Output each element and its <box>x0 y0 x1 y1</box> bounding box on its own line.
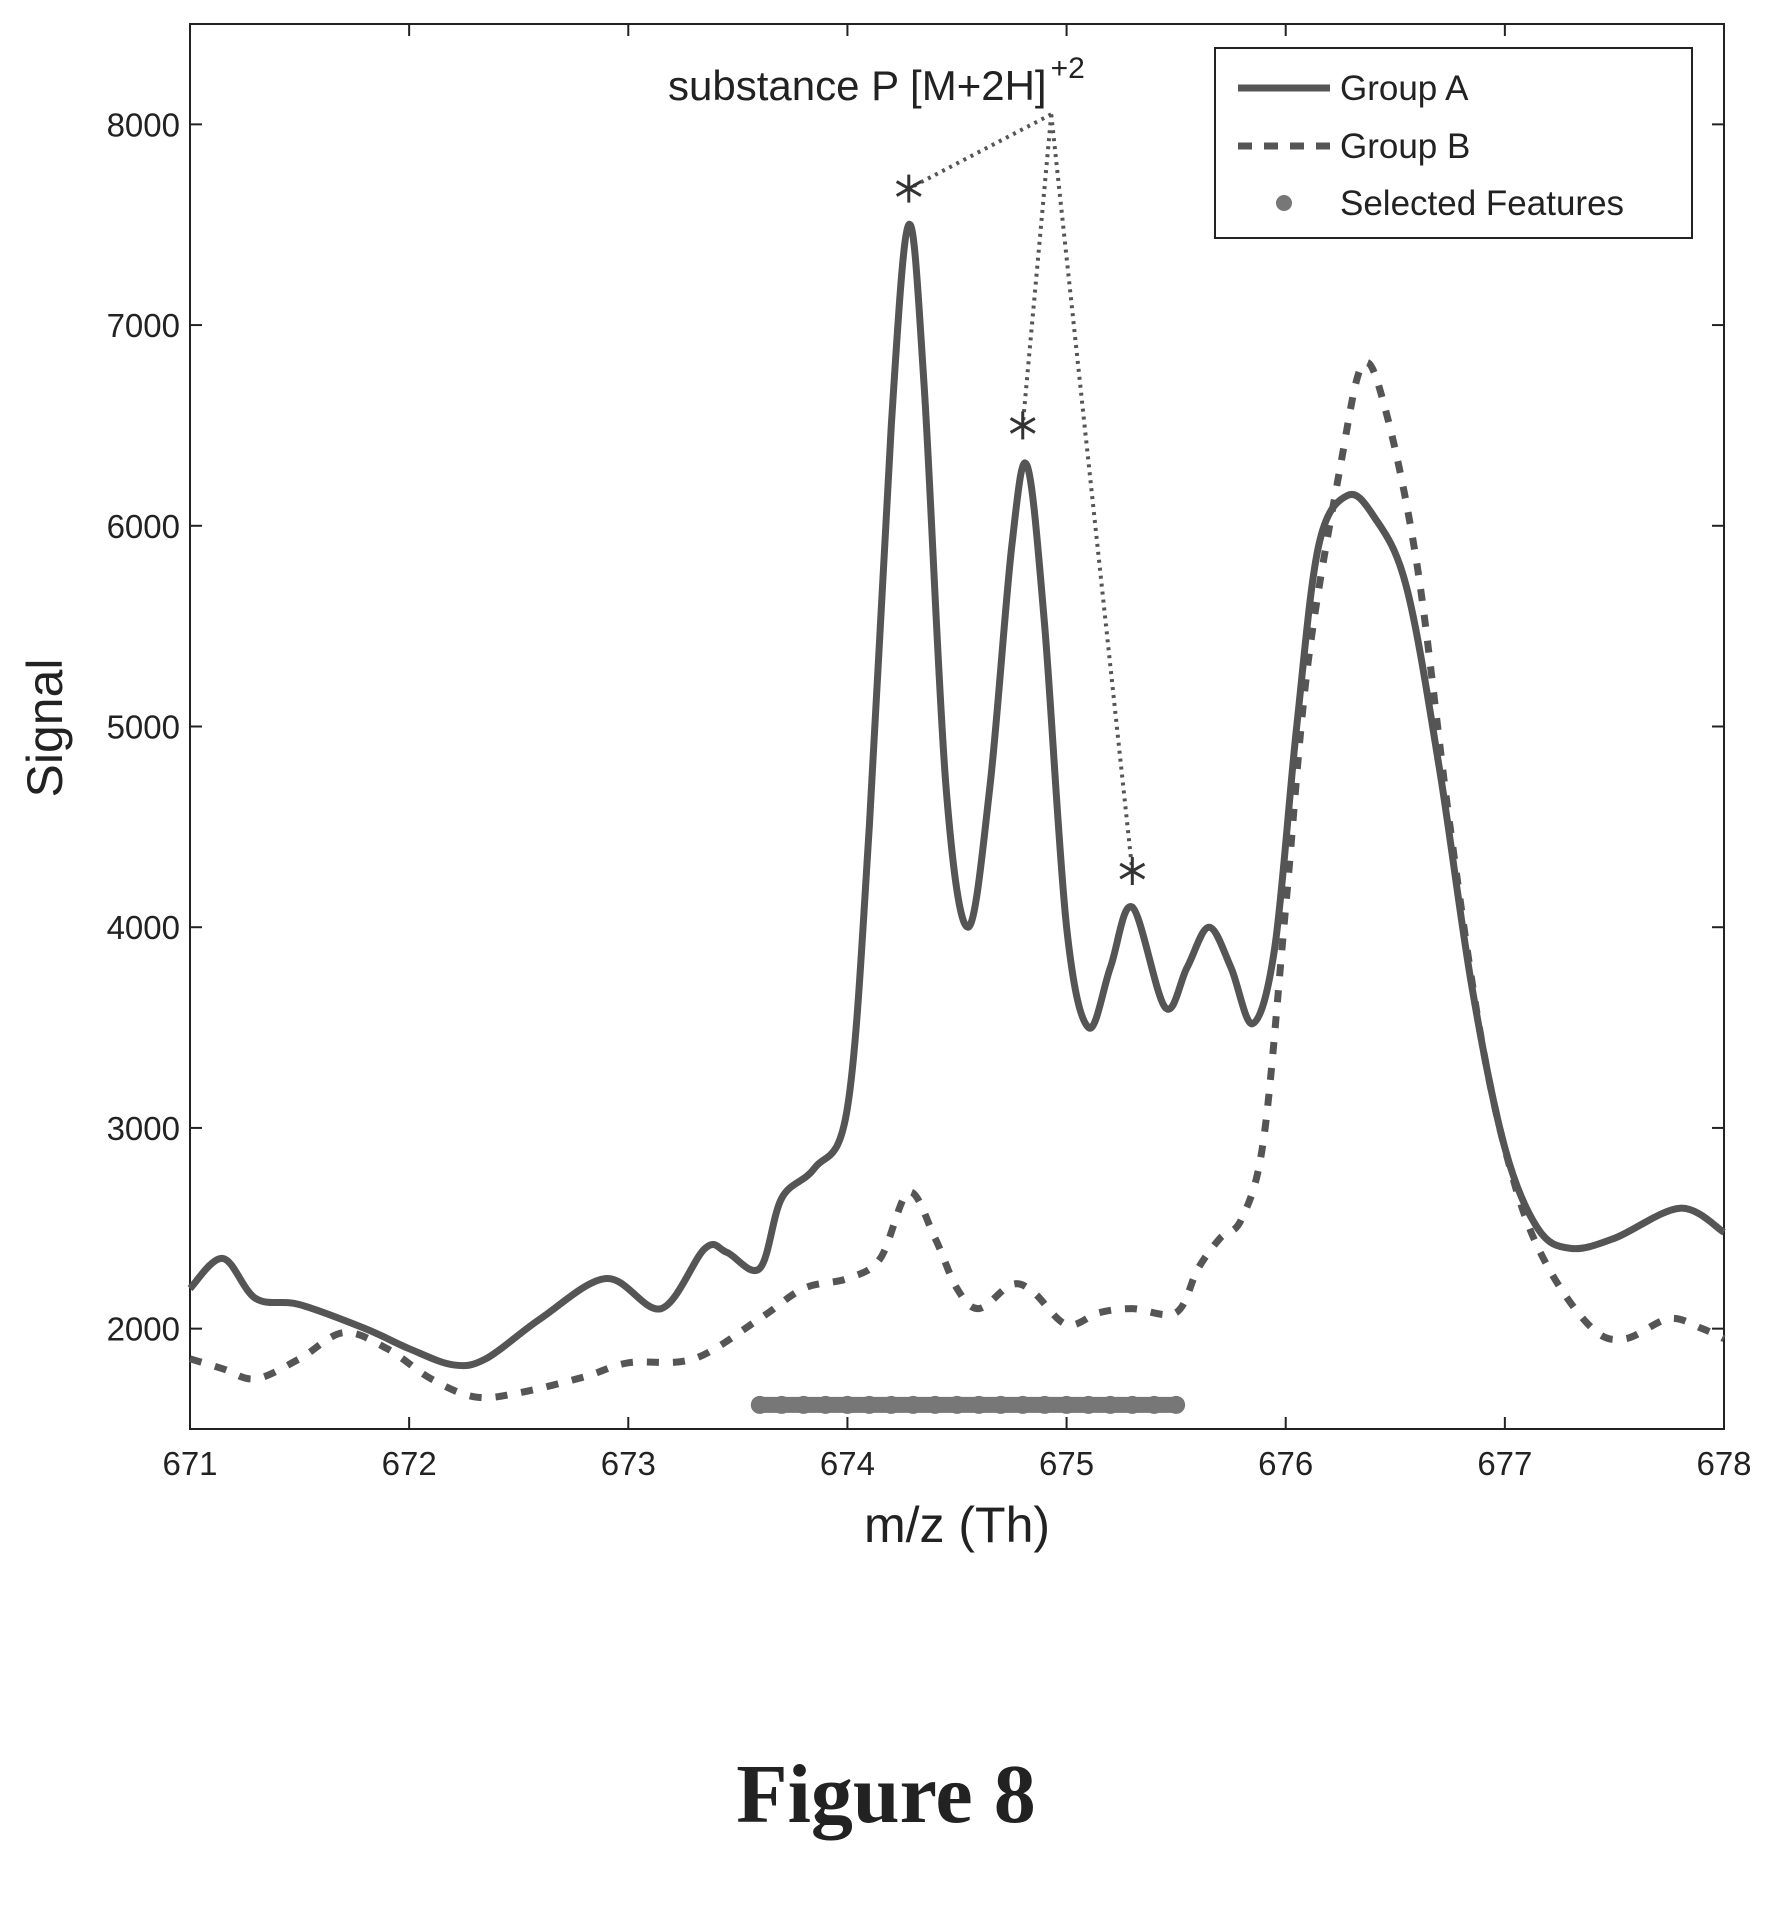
group-b-line <box>189 358 1726 1402</box>
plot-series <box>187 220 1726 1414</box>
legend: Group A Group B Selected Features <box>1214 47 1693 239</box>
legend-label-selected-features: Selected Features <box>1340 184 1624 223</box>
y-tick-label: 8000 <box>107 106 180 143</box>
x-tick-label: 677 <box>1477 1445 1532 1482</box>
x-tick-label: 672 <box>382 1445 437 1482</box>
x-tick-label: 674 <box>820 1445 875 1482</box>
x-tick-label: 678 <box>1696 1445 1751 1482</box>
x-tick-label: 675 <box>1039 1445 1094 1482</box>
y-tick-label: 3000 <box>107 1110 180 1147</box>
y-tick-label: 7000 <box>107 307 180 344</box>
asterisk-marker-2 <box>1119 857 1146 886</box>
x-tick-label: 673 <box>601 1445 656 1482</box>
y-tick-label: 2000 <box>107 1311 180 1348</box>
asterisk-stroke <box>1009 417 1036 434</box>
axis-ticks: 671 672 673 674 675 676 677 678 2000 3000 4000 5000… <box>107 24 1752 1482</box>
legend-label-group-b: Group B <box>1340 127 1470 166</box>
annotation-superscript: +2 <box>1051 52 1085 85</box>
annotation-leader-2 <box>1049 114 1135 872</box>
annotation-text: substance P [M+2H] <box>668 62 1047 109</box>
y-tick-label: 6000 <box>107 508 180 545</box>
annotation-leader-0 <box>907 112 1053 191</box>
figure-caption: Figure 8 <box>736 1748 1035 1841</box>
asterisk-stroke <box>895 180 922 197</box>
asterisk-marker-1 <box>1009 411 1036 440</box>
x-tick-label: 676 <box>1258 1445 1313 1482</box>
y-tick-label: 5000 <box>107 709 180 746</box>
group-a-line <box>187 220 1726 1370</box>
annotation-label: substance P [M+2H] +2 <box>668 52 1085 109</box>
y-tick-label: 4000 <box>107 909 180 946</box>
x-axis-label: m/z (Th) <box>864 1497 1050 1553</box>
legend-swatch-selected-features <box>1276 195 1292 211</box>
annotation-group <box>895 112 1146 886</box>
y-axis-label: Signal <box>17 659 73 798</box>
asterisk-stroke <box>1119 862 1146 880</box>
asterisk-marker-0 <box>895 174 922 203</box>
x-tick-label: 671 <box>162 1445 217 1482</box>
legend-label-group-a: Group A <box>1340 69 1469 108</box>
